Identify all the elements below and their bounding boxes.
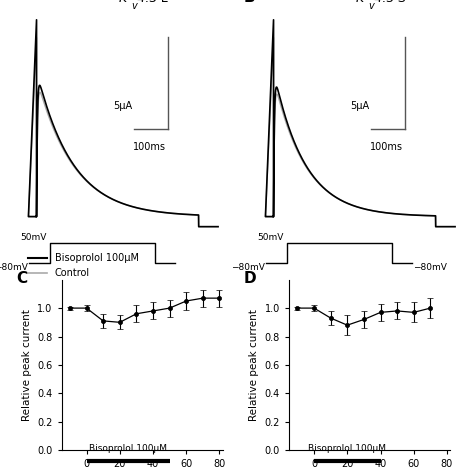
Text: K: K bbox=[356, 0, 365, 5]
Text: −80mV: −80mV bbox=[0, 264, 28, 273]
Y-axis label: Relative peak current: Relative peak current bbox=[22, 309, 32, 421]
Text: Bisoprolol 100μM: Bisoprolol 100μM bbox=[308, 444, 386, 453]
Text: 50mV: 50mV bbox=[258, 233, 284, 242]
Text: v: v bbox=[369, 0, 374, 10]
Text: Bisoprolol 100μM: Bisoprolol 100μM bbox=[89, 444, 167, 453]
Text: B: B bbox=[244, 0, 255, 5]
Legend: Bisoprolol 100μM, Control: Bisoprolol 100μM, Control bbox=[24, 249, 143, 282]
Y-axis label: Relative peak current: Relative peak current bbox=[249, 309, 259, 421]
Text: 100ms: 100ms bbox=[133, 142, 165, 152]
Text: 100ms: 100ms bbox=[370, 142, 402, 152]
Text: 4.3 S: 4.3 S bbox=[374, 0, 406, 5]
Text: 5μA: 5μA bbox=[113, 101, 132, 111]
Text: D: D bbox=[244, 271, 256, 286]
Text: 4.3 L: 4.3 L bbox=[137, 0, 167, 5]
Text: v: v bbox=[132, 0, 137, 10]
Text: K: K bbox=[119, 0, 128, 5]
Text: −80mV: −80mV bbox=[413, 264, 447, 273]
Text: −80mV: −80mV bbox=[231, 264, 265, 273]
Text: 5μA: 5μA bbox=[350, 101, 369, 111]
Text: 50mV: 50mV bbox=[21, 233, 47, 242]
Text: C: C bbox=[17, 271, 27, 286]
